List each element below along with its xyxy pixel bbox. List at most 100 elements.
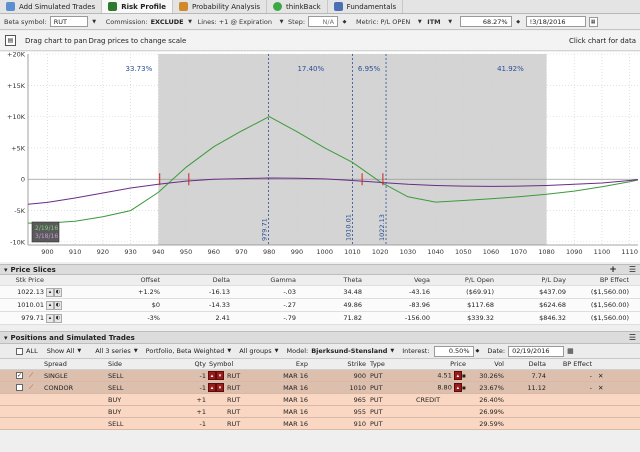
chevron-down-icon[interactable]: ▼ [279, 18, 284, 25]
metric-dropdown[interactable]: Metric: P/L OPEN [356, 17, 411, 26]
position-leg-row[interactable]: SELL -1 RUT MAR 16 910 PUT 29.59% [0, 418, 640, 430]
bp-effect: - [589, 371, 592, 380]
exp[interactable]: MAR 16 [283, 371, 308, 380]
price-slice-row[interactable]: 1010.01 ▴ ◐ $0 -14.33 -.27 49.86 -83.96 $… [0, 299, 640, 312]
chevron-down-icon[interactable]: ▼ [92, 18, 97, 25]
tab-probability-analysis[interactable]: Probability Analysis [173, 0, 268, 13]
symbol-dropdown-icon[interactable]: ▾ [216, 371, 224, 380]
symbol-dropdown-icon[interactable]: ▾ [216, 383, 224, 392]
price-stepper-icon[interactable]: ▴ [453, 371, 462, 380]
step-input[interactable]: N/A [308, 16, 339, 27]
exp: MAR 16 [283, 395, 308, 404]
risk-profile-chart[interactable]: +20K +15K +10K +5K 0 -5K -10K 900 910 920 930 940 95… [0, 52, 640, 262]
strike[interactable]: 900 [353, 371, 366, 380]
itm-dropdown[interactable]: ITM [427, 17, 441, 26]
all-label: ALL [26, 347, 38, 355]
lock-icon[interactable]: ◐ [54, 313, 62, 323]
date-input[interactable]: 02/19/2016 [508, 345, 565, 357]
close-icon[interactable]: ✕ [598, 383, 604, 392]
commission-dropdown[interactable]: EXCLUDE [150, 17, 184, 26]
section-collapse-icon[interactable]: ▾ [4, 265, 8, 274]
tab-risk-profile[interactable]: Risk Profile [102, 0, 173, 13]
slice-controls[interactable]: ▴ ◐ [44, 313, 72, 323]
show-dropdown[interactable]: Show All [46, 347, 75, 355]
spinner-icon[interactable]: ◆ [475, 348, 480, 354]
type[interactable]: PUT [370, 371, 383, 380]
weighting-dropdown[interactable]: Portfolio, Beta Weighted [145, 347, 225, 355]
slice-controls[interactable]: ▴ ◐ [44, 300, 72, 310]
strike[interactable]: 1010 [349, 383, 366, 392]
row-controls: ⟋ [0, 384, 44, 392]
col-header: Gamma [270, 276, 296, 284]
price-slice-row[interactable]: 1022.13 ▴ ◐ +1.2% -16.13 -.03 34.48 -43.1… [0, 286, 640, 299]
exp[interactable]: MAR 16 [283, 383, 308, 392]
position-row-single[interactable]: ✓ ⟋ SINGLE SELL -1 ▴ ▾ RUT MAR 16 900 PU… [0, 370, 640, 382]
lock-icon[interactable]: ◐ [54, 287, 62, 297]
price[interactable]: 4.51 ▴ ▪ [412, 371, 466, 380]
calendar-icon[interactable]: ▦ [588, 16, 598, 27]
stepper-icon[interactable]: ▴ [46, 287, 54, 297]
toolbar-menu-icon[interactable]: ▤ [5, 35, 16, 46]
slice-controls[interactable]: ▴ ◐ [44, 287, 72, 297]
x-tick-label: 1040 [427, 248, 444, 256]
spinner-icon[interactable]: ◆ [342, 18, 347, 25]
tab-add-simulated-trades[interactable]: Add Simulated Trades [0, 0, 103, 13]
stk-price: 1022.13 [17, 288, 44, 296]
type[interactable]: PUT [370, 383, 383, 392]
chevron-down-icon[interactable]: ▼ [274, 348, 279, 354]
stepper-icon[interactable]: ▴ [46, 300, 54, 310]
col-header: Strike [347, 360, 366, 368]
stepper-icon[interactable]: ▴ [46, 313, 54, 323]
lines-dropdown[interactable]: Lines: +1 @ Expiration [197, 17, 273, 26]
row-checkbox[interactable]: ✓ [16, 372, 23, 379]
chevron-down-icon[interactable]: ▼ [77, 348, 82, 354]
x-tick-label: 910 [69, 248, 81, 256]
interest-input[interactable]: 0.50% [433, 345, 474, 357]
row-checkbox[interactable] [16, 384, 23, 391]
select-all-checkbox[interactable] [16, 347, 23, 355]
calendar-icon[interactable]: ▦ [567, 347, 574, 355]
tab-thinkback[interactable]: thinkBack [267, 0, 328, 13]
price[interactable]: 8.80 ▴ ▪ [412, 383, 466, 392]
price-slice-row[interactable]: 979.71 ▴ ◐ -3% 2.41 -.79 71.82 -156.00 $3… [0, 312, 640, 325]
position-leg-row[interactable]: BUY +1 RUT MAR 16 965 PUT CREDIT 26.40% [0, 394, 640, 406]
menu-icon[interactable]: ☰ [628, 333, 636, 342]
lock-icon[interactable]: ◐ [54, 300, 62, 310]
position-leg-row[interactable]: BUY +1 RUT MAR 16 955 PUT 26.99% [0, 406, 640, 418]
chevron-down-icon[interactable]: ▼ [188, 18, 193, 25]
lock-icon[interactable]: ▪ [461, 384, 466, 392]
section-collapse-icon[interactable]: ▾ [4, 333, 8, 342]
qty: -1 [199, 419, 206, 428]
x-tick-label: 1080 [538, 248, 555, 256]
offset: +1.2% [138, 288, 160, 296]
chevron-down-icon[interactable]: ▼ [390, 348, 395, 354]
lock-icon[interactable]: ▪ [461, 372, 466, 380]
qty-stepper-icon[interactable]: ▴ [208, 383, 216, 392]
itm-value-field[interactable]: 68.27% [459, 16, 512, 27]
chevron-down-icon[interactable]: ▼ [227, 348, 232, 354]
series-dropdown[interactable]: All 3 series [95, 347, 131, 355]
x-tick-label: 970 [235, 248, 247, 256]
tab-fundamentals[interactable]: Fundamentals [328, 0, 404, 13]
chevron-down-icon[interactable]: ▼ [133, 348, 138, 354]
qty-stepper-icon[interactable]: ▴ [208, 371, 216, 380]
groups-dropdown[interactable]: All groups [239, 347, 272, 355]
model-dropdown[interactable]: Bjerksund-Stensland [311, 347, 388, 355]
close-icon[interactable]: ✕ [598, 371, 604, 380]
pl-day: $437.09 [539, 288, 566, 296]
beta-symbol-input[interactable]: RUT [49, 16, 88, 27]
add-slice-icon[interactable]: + [609, 264, 617, 275]
qty[interactable]: -1 [199, 371, 206, 380]
x-tick-label: 1060 [483, 248, 500, 256]
price-stepper-icon[interactable]: ▴ [453, 383, 462, 392]
x-tick-label: 920 [97, 248, 109, 256]
menu-icon[interactable]: ☰ [628, 265, 636, 274]
position-row-condor[interactable]: ⟋ CONDOR SELL -1 ▴ ▾ RUT MAR 16 1010 PUT… [0, 382, 640, 394]
expiration-date-field[interactable]: !3/18/2016 [525, 16, 586, 27]
chevron-down-icon[interactable]: ▼ [448, 18, 453, 25]
offset: -3% [147, 314, 160, 322]
spinner-icon[interactable]: ◆ [516, 18, 521, 25]
chevron-down-icon[interactable]: ▼ [417, 18, 422, 25]
chart-hint-row: ▤ Drag chart to pan Drag prices to chang… [0, 31, 640, 51]
qty[interactable]: -1 [199, 383, 206, 392]
